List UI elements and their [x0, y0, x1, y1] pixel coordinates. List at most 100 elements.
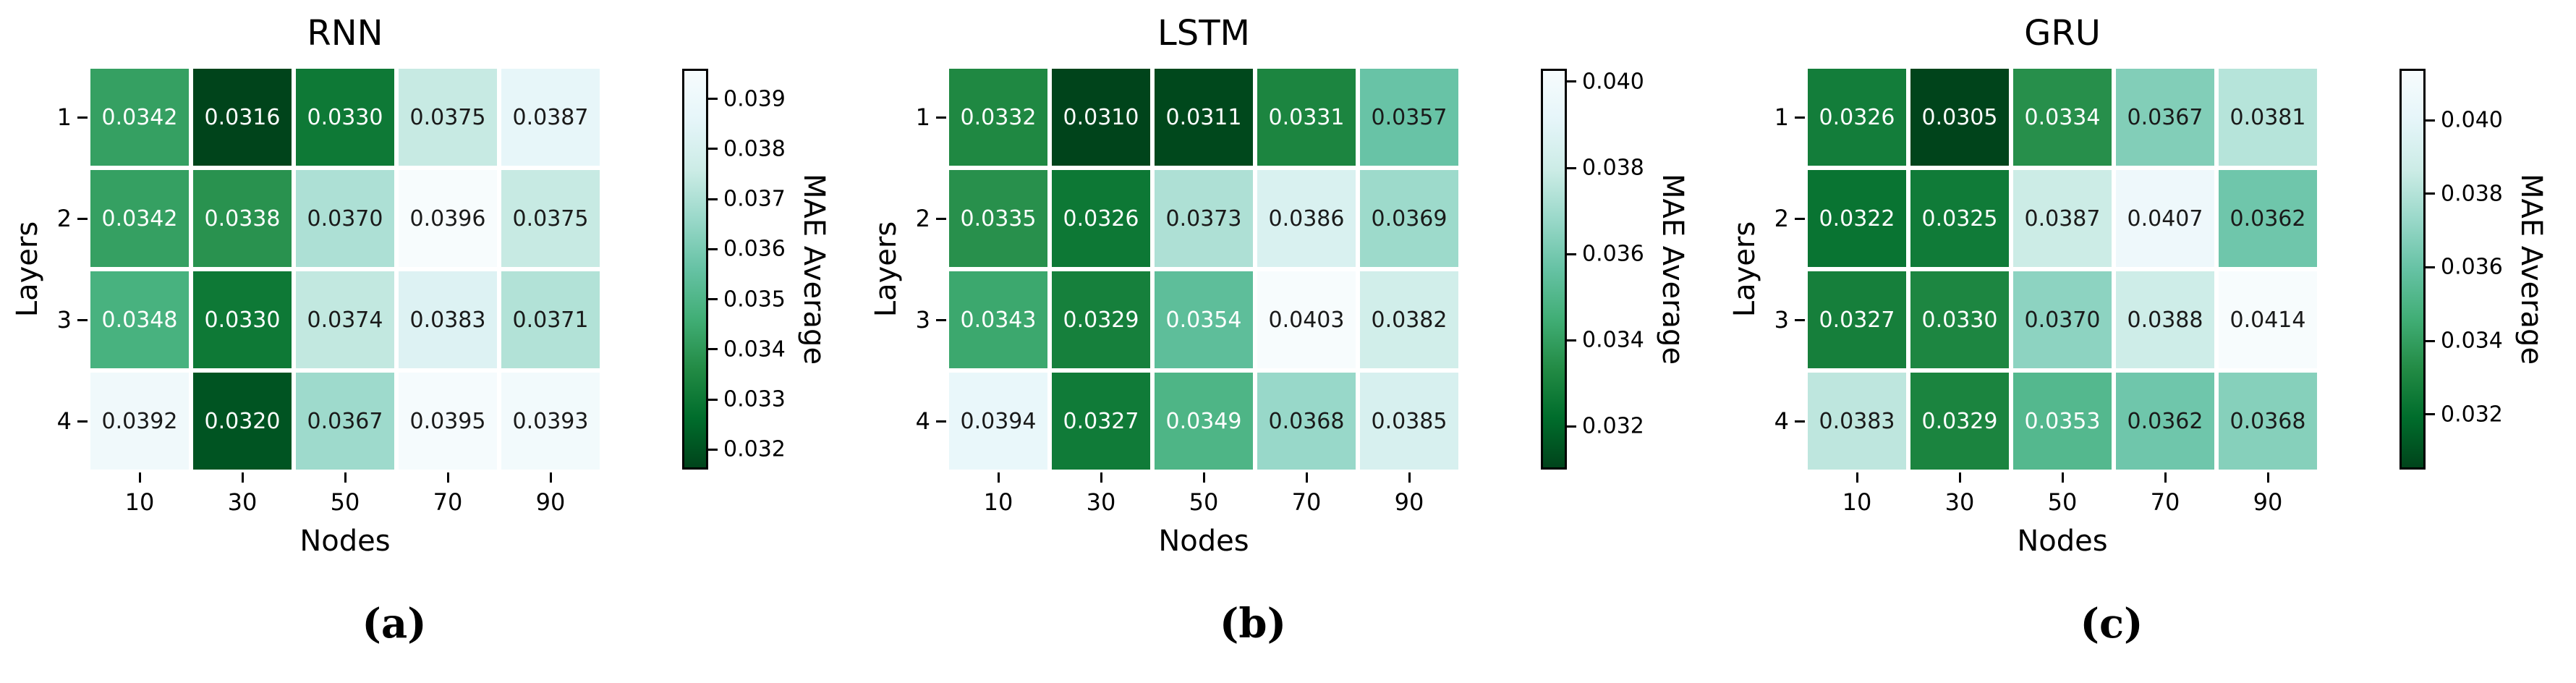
colorbar-tick-label: 0.040	[2441, 107, 2503, 133]
colorbar-tick-label: 0.032	[2441, 402, 2503, 428]
x-tick-label: 50	[2047, 488, 2078, 516]
y-tick-label: 2	[915, 205, 930, 232]
colorbar-tick-mark	[2426, 192, 2435, 195]
x-tick-label: 50	[1189, 488, 1219, 516]
cell-value: 0.0381	[2229, 104, 2306, 130]
cell-value: 0.0349	[1165, 408, 1242, 434]
heatmap-cell: 0.0371	[501, 271, 600, 368]
colorbar-tick-label: 0.036	[1582, 241, 1644, 267]
heatmap-cell: 0.0362	[2116, 373, 2214, 470]
heatmap-cell: 0.0382	[1360, 271, 1458, 368]
x-tick-mark	[446, 472, 449, 483]
panel-gru: GRU Layers 0.0326 0.0305 0.0334 0.0367 0.038…	[1717, 0, 2576, 683]
heatmap-cell: 0.0407	[2116, 170, 2214, 267]
colorbar-tick-label: 0.034	[2441, 328, 2503, 354]
x-tick-mark	[2061, 472, 2064, 483]
colorbar-tick-label: 0.036	[723, 236, 786, 262]
heatmap-cell: 0.0388	[2116, 271, 2214, 368]
heatmap-cell: 0.0374	[296, 271, 394, 368]
cell-value: 0.0326	[1819, 104, 1895, 130]
cell-value: 0.0368	[1268, 408, 1345, 434]
y-tick-label: 3	[56, 306, 72, 334]
heatmap-cell: 0.0305	[1910, 69, 2009, 166]
heatmap-cell: 0.0396	[399, 170, 497, 267]
heatmap-cell: 0.0394	[949, 373, 1047, 470]
cell-value: 0.0320	[204, 408, 281, 434]
colorbar-tick-label: 0.033	[723, 386, 786, 412]
heatmap-cell: 0.0326	[1808, 69, 1906, 166]
colorbar-tick-label: 0.034	[1582, 327, 1644, 353]
cell-value: 0.0386	[1268, 205, 1345, 232]
heatmap-cell: 0.0414	[2219, 271, 2317, 368]
subfigure-caption: (c)	[2080, 600, 2143, 648]
heatmap-cell: 0.0362	[2219, 170, 2317, 267]
y-tick-mark	[77, 116, 88, 119]
x-tick-mark	[2164, 472, 2167, 483]
y-tick-label: 4	[56, 407, 72, 435]
heatmap-cell: 0.0403	[1257, 271, 1356, 368]
heatmap-cell: 0.0383	[399, 271, 497, 368]
colorbar-tick-label: 0.032	[723, 436, 786, 462]
cell-value: 0.0407	[2127, 205, 2203, 232]
cell-value: 0.0310	[1063, 104, 1139, 130]
x-tick-label: 50	[330, 488, 360, 516]
heatmap-cell: 0.0386	[1257, 170, 1356, 267]
cell-value: 0.0330	[204, 307, 281, 333]
colorbar	[1541, 69, 1567, 470]
heatmap-cell: 0.0329	[1910, 373, 2009, 470]
heatmap-cell: 0.0327	[1808, 271, 1906, 368]
y-tick-mark	[77, 420, 88, 423]
colorbar-tick-mark	[2426, 413, 2435, 416]
x-tick-label: 90	[1394, 488, 1424, 516]
cell-value: 0.0388	[2127, 307, 2203, 333]
cell-value: 0.0396	[409, 205, 486, 232]
cell-value: 0.0311	[1165, 104, 1242, 130]
colorbar-tick-mark	[1567, 80, 1576, 83]
cell-value: 0.0367	[2127, 104, 2203, 130]
cell-value: 0.0373	[1165, 205, 1242, 232]
cell-value: 0.0325	[1921, 205, 1998, 232]
x-tick-label: 70	[433, 488, 463, 516]
heatmap-cell: 0.0369	[1360, 170, 1458, 267]
cell-value: 0.0322	[1819, 205, 1895, 232]
y-tick-label: 4	[915, 407, 930, 435]
cell-value: 0.0370	[307, 205, 383, 232]
colorbar	[682, 69, 708, 470]
colorbar-tick-mark	[1567, 253, 1576, 255]
colorbar-tick-mark	[2426, 266, 2435, 268]
x-tick-mark	[1305, 472, 1308, 483]
x-axis-label: Nodes	[1158, 525, 1249, 558]
cell-value: 0.0334	[2024, 104, 2101, 130]
y-tick-mark	[936, 116, 946, 119]
cell-value: 0.0368	[2229, 408, 2306, 434]
x-tick-label: 90	[2253, 488, 2283, 516]
y-tick-mark	[77, 217, 88, 220]
heatmap-cell: 0.0330	[193, 271, 292, 368]
cell-value: 0.0387	[512, 104, 589, 130]
cell-value: 0.0354	[1165, 307, 1242, 333]
x-tick-label: 70	[1291, 488, 1322, 516]
cell-value: 0.0362	[2127, 408, 2203, 434]
cell-value: 0.0343	[960, 307, 1037, 333]
heatmap-cell: 0.0342	[90, 69, 189, 166]
heatmap-cell: 0.0316	[193, 69, 292, 166]
heatmap: 0.0342 0.0316 0.0330 0.0375 0.0387 0.0342 0.03…	[90, 69, 600, 470]
x-tick-mark	[1958, 472, 1961, 483]
heatmap-cell: 0.0367	[296, 373, 394, 470]
cell-value: 0.0305	[1921, 104, 1998, 130]
cell-value: 0.0414	[2229, 307, 2306, 333]
panel-lstm: LSTM Layers 0.0332 0.0310 0.0311 0.0331 0.03…	[859, 0, 1717, 683]
colorbar-label: MAE Average	[1656, 173, 1689, 365]
cell-value: 0.0387	[2024, 205, 2101, 232]
heatmap-cell: 0.0330	[296, 69, 394, 166]
heatmap-cell: 0.0338	[193, 170, 292, 267]
cell-value: 0.0342	[101, 104, 178, 130]
cell-value: 0.0327	[1063, 408, 1139, 434]
colorbar-tick-label: 0.037	[723, 186, 786, 212]
cell-value: 0.0367	[307, 408, 383, 434]
y-tick-mark	[1795, 217, 1805, 220]
y-tick-label: 1	[1774, 103, 1789, 131]
cell-value: 0.0375	[512, 205, 589, 232]
cell-value: 0.0383	[1819, 408, 1895, 434]
